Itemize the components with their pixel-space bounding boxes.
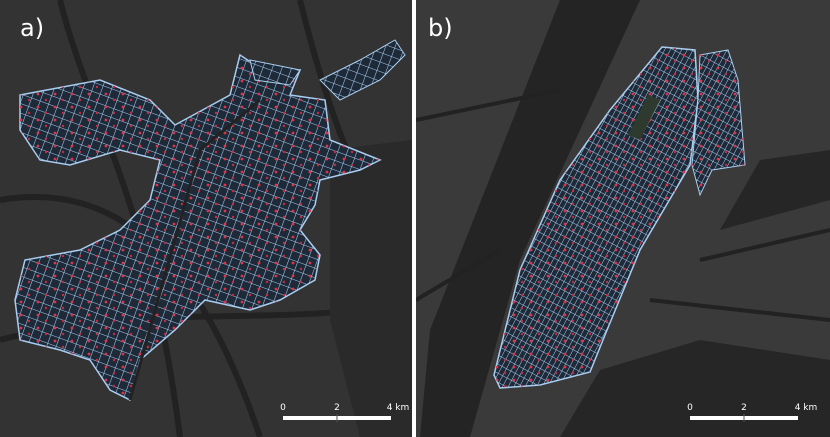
scale-label: 0	[687, 403, 693, 413]
scale-bar: 0 2 4 km	[687, 403, 817, 422]
scale-label: 0	[280, 403, 286, 413]
scale-bar: 0 2 4 km	[280, 403, 409, 422]
scale-label: 2	[741, 403, 747, 413]
scale-label: 4 km	[795, 403, 818, 413]
map-panel-a: a) 0 2 4 km	[0, 0, 412, 437]
scale-label: 2	[334, 403, 340, 413]
panel-divider	[412, 0, 416, 437]
map-panel-b: b) 0 2 4 km	[416, 0, 830, 437]
scale-label: 4 km	[387, 403, 410, 413]
panel-label: b)	[428, 14, 453, 42]
panel-label: a)	[20, 14, 44, 42]
